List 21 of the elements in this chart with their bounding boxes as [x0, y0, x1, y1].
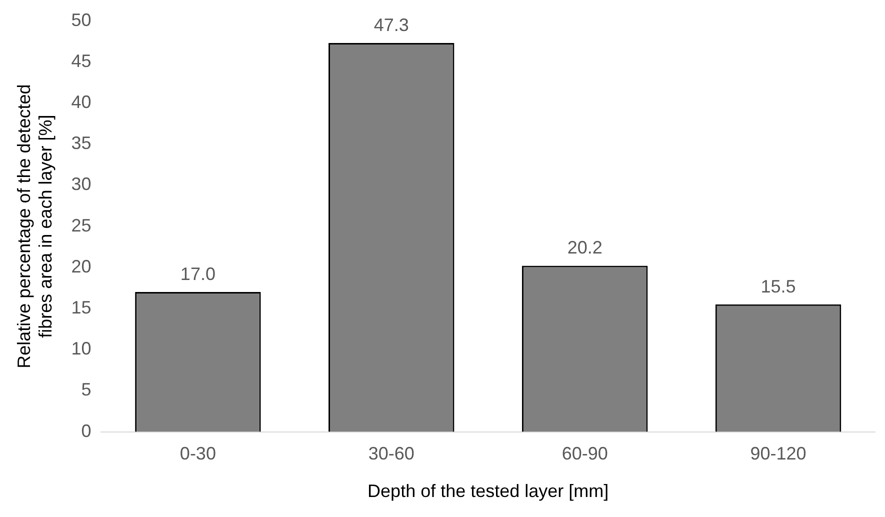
y-tick-label: 35 [71, 133, 92, 154]
y-tick-label: 5 [81, 380, 92, 400]
x-tick-label: 90-120 [750, 444, 806, 464]
y-tick-label: 0 [81, 420, 92, 441]
y-tick-label: 50 [71, 10, 92, 30]
x-axis-title: Depth of the tested layer [mm] [368, 481, 609, 502]
data-label: 17.0 [180, 264, 216, 284]
y-tick-label: 30 [71, 174, 92, 194]
y-tick-label: 45 [71, 50, 92, 71]
y-tick-label: 20 [71, 256, 92, 276]
x-tick-label: 30-60 [368, 444, 414, 464]
x-tick-label: 0-30 [180, 444, 216, 464]
data-label: 47.3 [374, 14, 409, 35]
y-tick-label: 40 [71, 92, 92, 112]
y-tick-label: 15 [71, 297, 92, 318]
x-tick-label: 60-90 [562, 444, 608, 464]
y-tick-label: 25 [71, 215, 92, 236]
y-axis-title: Relative percentage of the detected fibres area in each layer [%] [14, 84, 56, 368]
y-tick-label: 10 [71, 338, 92, 359]
data-label: 20.2 [567, 238, 602, 258]
data-label: 15.5 [760, 276, 796, 296]
